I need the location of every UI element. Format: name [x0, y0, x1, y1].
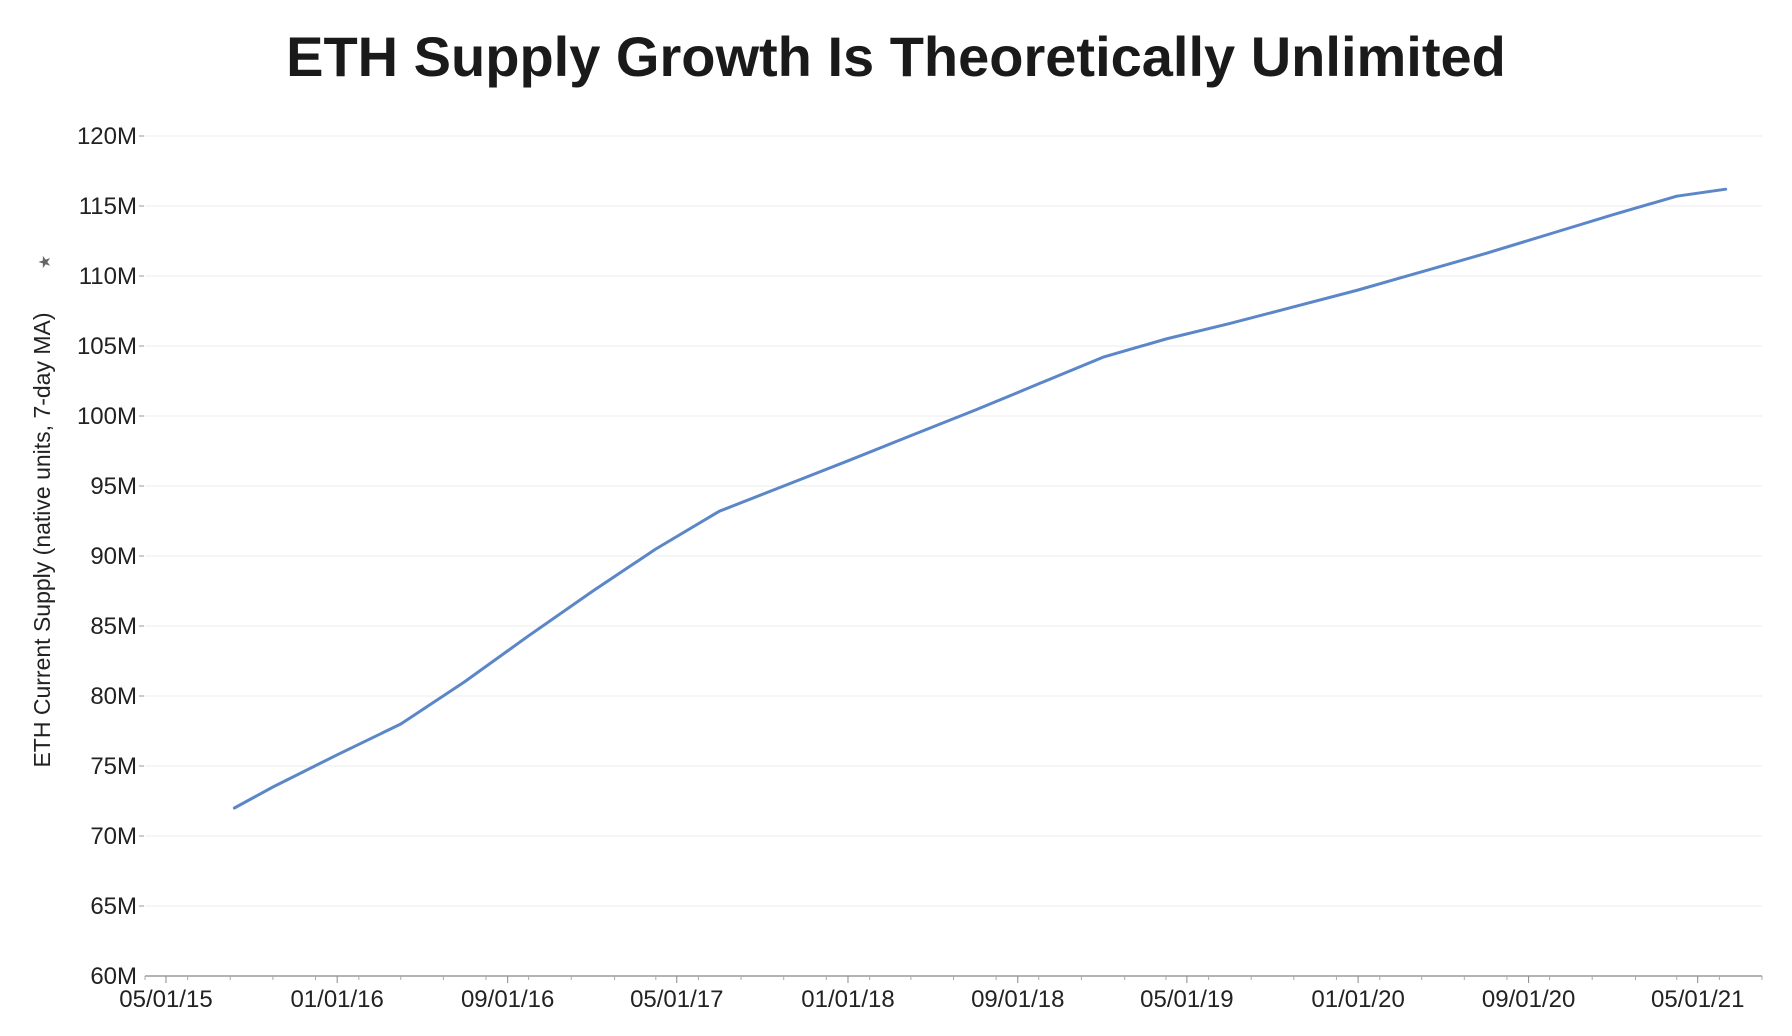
x-tick-label: 01/01/16 — [290, 986, 383, 1013]
y-tick-label: 120M — [77, 123, 137, 150]
x-tick-label: 09/01/16 — [461, 986, 554, 1013]
y-tick-label: 60M — [90, 963, 137, 990]
y-tick-label: 75M — [90, 753, 137, 780]
x-tick-label: 01/01/18 — [801, 986, 894, 1013]
x-tick-label: 09/01/20 — [1482, 986, 1575, 1013]
x-tick-label: 05/01/15 — [119, 986, 212, 1013]
x-tick-label: 09/01/18 — [971, 986, 1064, 1013]
y-tick-label: 85M — [90, 613, 137, 640]
x-tick-label: 01/01/20 — [1311, 986, 1404, 1013]
y-tick-label: 90M — [90, 543, 137, 570]
y-tick-label: 70M — [90, 823, 137, 850]
chart-title: ETH Supply Growth Is Theoretically Unlim… — [286, 25, 1506, 88]
y-tick-label: 80M — [90, 683, 137, 710]
x-tick-label: 05/01/19 — [1140, 986, 1233, 1013]
series-layer — [232, 187, 1728, 810]
y-tick-label: 65M — [90, 893, 137, 920]
y-axis: 120M 115M 110M 105M 100M 95M 90M 85M 80M 75M 70M 65… — [77, 123, 144, 990]
x-tick-label: 05/01/21 — [1651, 986, 1744, 1013]
gridlines — [145, 135, 1762, 907]
series-line — [232, 187, 1728, 810]
y-axis-label: ETH Current Supply (native units, 7-day … — [29, 312, 55, 767]
y-tick-label: 95M — [90, 473, 137, 500]
y-axis-label-marker: ★ — [35, 255, 54, 269]
y-tick-label: 100M — [77, 403, 137, 430]
y-tick-label: 110M — [79, 263, 137, 290]
y-tick-label: 115M — [79, 193, 137, 220]
y-tick-label: 105M — [77, 333, 137, 360]
x-tick-label: 05/01/17 — [630, 986, 723, 1013]
x-axis: 05/01/15 01/01/16 09/01/16 05/01/17 01/01/18… — [119, 975, 1763, 1013]
